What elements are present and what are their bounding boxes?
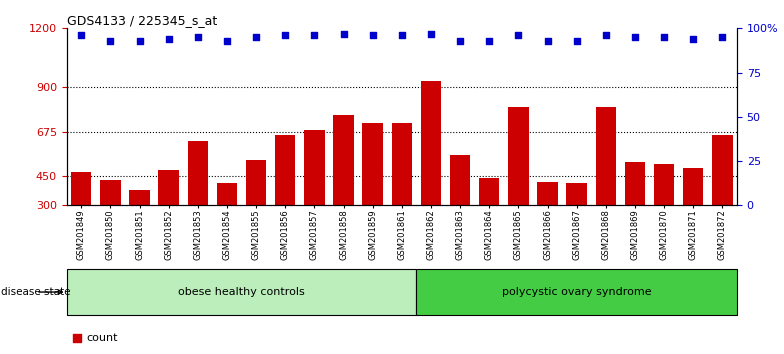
Bar <box>421 81 441 205</box>
Text: count: count <box>87 333 118 343</box>
Point <box>220 38 233 44</box>
Point <box>366 33 379 38</box>
Bar <box>537 182 557 205</box>
Point <box>600 33 612 38</box>
Bar <box>712 135 732 205</box>
Text: GDS4133 / 225345_s_at: GDS4133 / 225345_s_at <box>67 14 217 27</box>
Bar <box>450 155 470 205</box>
Text: obese healthy controls: obese healthy controls <box>178 287 305 297</box>
Point <box>658 34 670 40</box>
Point <box>454 38 466 44</box>
Bar <box>416 269 737 315</box>
Bar <box>333 115 354 205</box>
Bar <box>391 123 412 205</box>
Bar <box>683 168 703 205</box>
Point <box>191 34 204 40</box>
Bar <box>625 162 645 205</box>
Point <box>425 31 437 36</box>
Point <box>75 33 88 38</box>
Point <box>541 38 554 44</box>
Bar <box>67 269 416 315</box>
Bar <box>71 172 92 205</box>
Bar <box>508 107 528 205</box>
Point <box>716 34 728 40</box>
Bar <box>479 178 499 205</box>
Point <box>133 38 146 44</box>
Text: disease state: disease state <box>2 287 71 297</box>
Point <box>250 34 263 40</box>
Point <box>71 335 83 341</box>
Point <box>279 33 292 38</box>
Point <box>629 34 641 40</box>
Bar <box>246 160 267 205</box>
Point <box>395 33 408 38</box>
Text: polycystic ovary syndrome: polycystic ovary syndrome <box>502 287 652 297</box>
Bar <box>187 141 208 205</box>
Point <box>337 31 350 36</box>
Bar <box>100 180 121 205</box>
Bar <box>304 130 325 205</box>
Point <box>308 33 321 38</box>
Point <box>512 33 524 38</box>
Bar <box>362 123 383 205</box>
Bar <box>275 135 296 205</box>
Point <box>104 38 117 44</box>
Bar <box>158 170 179 205</box>
Point <box>162 36 175 42</box>
Point <box>571 38 583 44</box>
Point <box>483 38 495 44</box>
Point <box>687 36 699 42</box>
Bar <box>216 183 237 205</box>
Bar <box>596 107 616 205</box>
Bar <box>654 164 674 205</box>
Bar <box>567 183 587 205</box>
Bar <box>129 190 150 205</box>
